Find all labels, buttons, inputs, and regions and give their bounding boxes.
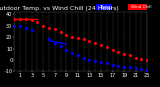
Text: Temp: Temp — [99, 5, 112, 10]
Text: Milw. Outdoor Temp. vs Wind Chill (24 Hours): Milw. Outdoor Temp. vs Wind Chill (24 Ho… — [0, 6, 119, 11]
Text: Wind Chill: Wind Chill — [131, 5, 152, 9]
